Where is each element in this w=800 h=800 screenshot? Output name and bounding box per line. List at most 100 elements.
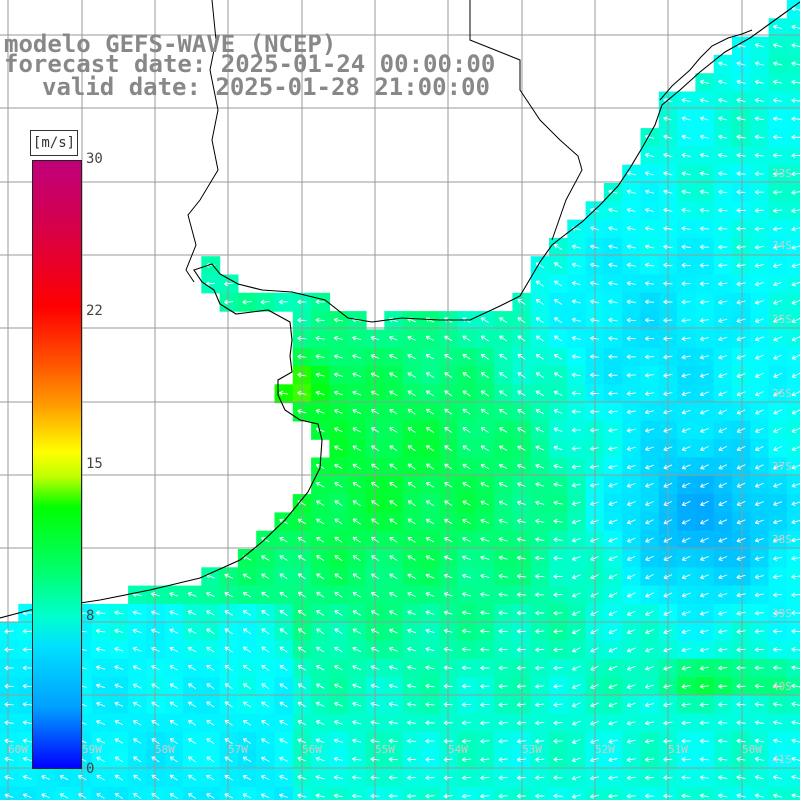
lon-label-60w: 60W xyxy=(8,743,28,756)
wind-arrow xyxy=(736,409,746,415)
wind-arrow xyxy=(461,628,472,634)
wind-arrow xyxy=(407,628,417,634)
wind-arrow xyxy=(95,665,106,670)
wind-arrow xyxy=(443,573,453,579)
wind-arrow xyxy=(608,427,618,433)
wind-arrow xyxy=(480,720,490,726)
wind-arrow xyxy=(571,519,581,525)
wind-arrow xyxy=(718,665,728,671)
wind-arrow xyxy=(590,555,600,561)
wind-arrow xyxy=(461,610,472,616)
wind-arrow xyxy=(773,446,782,452)
wind-arrow xyxy=(114,665,124,670)
wind-arrow xyxy=(699,373,709,378)
wind-arrow xyxy=(279,573,288,580)
wind-arrow xyxy=(699,97,710,103)
wind-arrow xyxy=(553,445,563,451)
wind-arrow xyxy=(370,463,380,470)
wind-arrow xyxy=(681,793,691,799)
speed-cell xyxy=(54,786,74,800)
wind-arrow xyxy=(736,592,746,598)
wind-arrow xyxy=(517,335,526,342)
wind-arrow xyxy=(736,738,746,744)
wind-arrow xyxy=(22,628,32,634)
wind-arrow xyxy=(718,373,728,378)
wind-arrow xyxy=(791,317,800,324)
wind-arrow xyxy=(151,738,160,744)
wind-arrow xyxy=(443,757,453,763)
wind-arrow xyxy=(96,756,105,762)
wind-arrow xyxy=(242,793,252,799)
wind-arrow xyxy=(718,61,728,67)
wind-arrow xyxy=(132,646,142,652)
wind-arrow xyxy=(187,719,197,726)
wind-arrow xyxy=(718,226,728,232)
wind-arrow xyxy=(644,299,655,305)
lon-label-59w: 59W xyxy=(82,743,102,756)
wind-arrow xyxy=(736,556,746,561)
wind-arrow xyxy=(718,702,728,707)
wind-arrow xyxy=(169,610,179,616)
wind-arrow xyxy=(663,226,673,231)
wind-arrow xyxy=(571,317,581,323)
wind-arrow xyxy=(95,610,106,616)
wind-arrow xyxy=(461,592,472,597)
wind-arrow xyxy=(535,353,544,360)
wind-arrow xyxy=(389,500,398,507)
wind-arrow xyxy=(315,775,325,780)
wind-arrow xyxy=(388,335,398,341)
wind-arrow xyxy=(755,464,764,470)
lon-label-50w: 50W xyxy=(742,743,762,756)
wind-arrow xyxy=(96,720,105,726)
wind-arrow xyxy=(736,610,746,616)
speed-cell xyxy=(622,786,642,800)
wind-arrow xyxy=(608,702,618,708)
wind-arrow xyxy=(626,262,636,268)
wind-arrow xyxy=(644,757,655,763)
wind-arrow xyxy=(681,409,691,415)
wind-arrow xyxy=(700,427,709,433)
wind-arrow xyxy=(461,702,472,707)
wind-arrow xyxy=(681,262,691,268)
wind-arrow xyxy=(535,573,545,579)
wind-arrow xyxy=(626,482,636,488)
wind-arrow xyxy=(773,464,783,470)
wind-arrow xyxy=(718,391,728,397)
wind-arrow xyxy=(718,409,728,415)
wind-arrow xyxy=(626,409,636,415)
wind-arrow xyxy=(773,208,783,214)
colorbar-tick-30: 30 xyxy=(86,151,103,167)
wind-arrow xyxy=(370,775,380,781)
wind-arrow xyxy=(699,793,710,799)
wind-arrow xyxy=(388,756,398,762)
wind-arrow xyxy=(663,152,673,158)
wind-arrow xyxy=(151,774,160,781)
wind-arrow xyxy=(608,628,618,635)
wind-arrow xyxy=(498,445,508,451)
wind-arrow xyxy=(352,372,362,378)
wind-arrow xyxy=(425,408,435,415)
wind-arrow xyxy=(315,701,325,707)
wind-arrow xyxy=(754,263,764,269)
wind-arrow xyxy=(242,774,252,781)
wind-arrow xyxy=(608,574,618,580)
wind-arrow xyxy=(388,628,398,634)
wind-arrow xyxy=(370,756,380,762)
wind-arrow xyxy=(535,720,545,726)
speed-cell xyxy=(36,786,56,800)
wind-arrow xyxy=(480,573,490,579)
wind-arrow xyxy=(224,701,233,708)
wind-arrow xyxy=(187,701,197,708)
wind-arrow xyxy=(169,701,178,708)
wind-arrow xyxy=(608,610,618,616)
wind-arrow xyxy=(553,702,563,708)
wind-arrow xyxy=(425,793,435,799)
wind-arrow xyxy=(626,592,636,598)
wind-arrow xyxy=(590,647,599,653)
wind-arrow xyxy=(571,775,581,781)
wind-arrow xyxy=(644,171,655,176)
wind-arrow xyxy=(791,153,800,158)
colorbar-units: [m/s] xyxy=(30,130,78,156)
wind-arrow xyxy=(480,408,489,415)
